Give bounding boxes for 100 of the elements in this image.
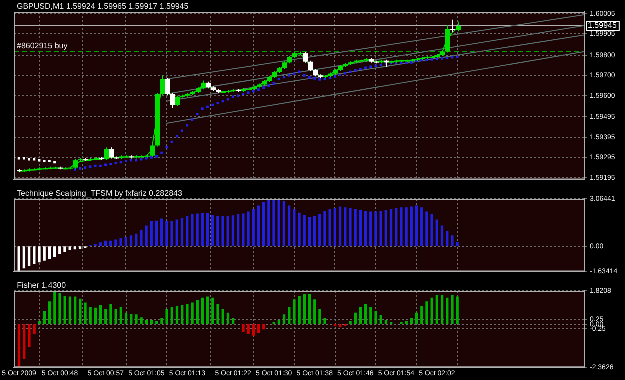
bar [135,234,138,246]
bar [170,307,174,324]
bar [410,206,413,246]
bar [415,312,418,324]
bar [196,214,199,246]
bar [104,308,108,324]
bar [262,324,266,330]
bar [176,306,179,324]
bar [288,206,291,246]
bar [293,300,296,324]
bar [140,318,143,324]
bar [33,246,36,264]
candlestick [165,78,170,96]
bar [150,222,153,246]
bar [420,306,424,324]
bar [288,307,291,324]
bar [222,216,224,246]
bar [374,212,378,246]
bar [354,312,357,324]
bar [380,210,382,246]
candlestick [160,75,165,96]
bar [68,246,72,250]
bar [58,246,62,255]
bar [124,312,128,324]
bar [22,246,26,269]
bar [278,200,280,246]
chart-title: GBPUSD,M1 1.59924 1.59965 1.59917 1.59945 [17,2,190,11]
bar [293,209,296,246]
bar [268,199,270,246]
bar [242,324,245,332]
bar [232,216,235,246]
bar [212,298,214,324]
bar [186,216,189,246]
bar [374,311,378,324]
bar [53,246,56,258]
bar [395,208,398,246]
ref-line-label: #8602915 buy [17,42,68,51]
bar [380,315,382,324]
bar [201,298,204,324]
candlestick [150,144,155,158]
bar [180,218,184,246]
candlestick [109,147,114,160]
bar [196,300,199,324]
bar [201,213,204,246]
candlestick [175,95,180,107]
bar [446,231,449,246]
bar [120,307,123,324]
bar [64,296,66,324]
bar [328,209,332,246]
bar [170,222,174,246]
bar [415,206,418,246]
bar [282,314,286,324]
bar [390,209,393,246]
bar [48,246,52,260]
bar [166,308,168,324]
bar [272,199,276,246]
bar [456,296,459,324]
bar [99,305,102,324]
bar [349,208,352,246]
bar [110,240,112,246]
bar [339,324,342,328]
bar [430,214,434,246]
bar [186,304,189,324]
chart-title: Fisher 1.4300 [17,281,67,290]
bar [257,206,260,246]
bar [349,321,352,324]
bar [298,212,301,246]
bar [28,246,31,266]
candlestick [73,159,78,170]
bar [324,210,326,246]
bar [89,307,92,324]
bar [318,214,322,246]
bar [313,216,316,246]
bar [364,304,368,324]
bar [124,237,128,246]
bar [247,324,250,334]
bar [359,210,362,246]
candlestick [303,52,308,64]
bar [334,208,337,246]
bar [216,304,220,324]
candlestick [104,147,109,162]
bar [120,238,122,246]
bar [354,209,357,246]
candlestick [170,92,175,109]
bar [110,304,112,324]
bar [400,208,403,246]
bar [426,212,428,246]
bar [160,218,164,246]
bar [318,308,322,324]
bar [68,296,72,324]
bar [191,302,194,324]
candlestick [450,19,455,33]
bar [176,220,178,246]
bar [282,201,286,246]
bar [23,324,26,360]
bar [451,295,454,324]
bar [314,300,316,324]
bar [206,213,210,246]
bar [324,318,326,324]
bar [303,215,306,246]
